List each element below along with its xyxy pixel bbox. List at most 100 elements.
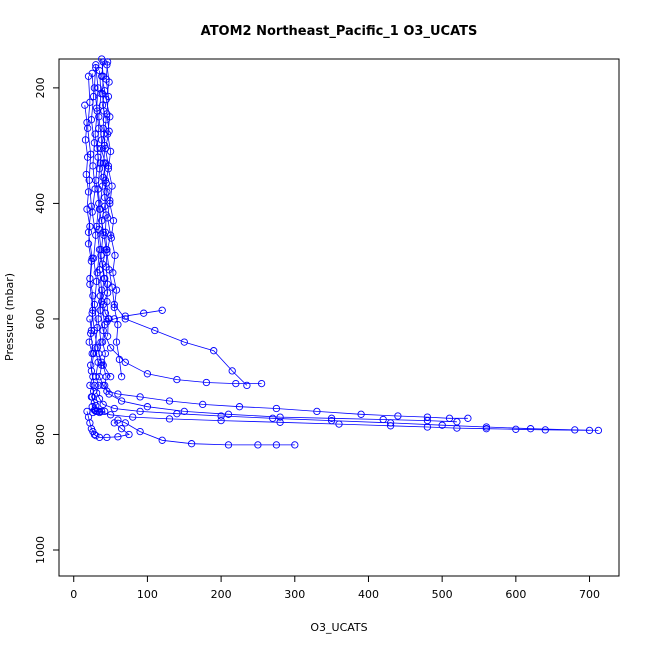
data-point [89, 92, 98, 101]
data-point [210, 347, 218, 355]
data-point [93, 344, 101, 352]
data-point [84, 188, 93, 196]
data-point [109, 269, 117, 277]
x-tick-label: 500 [432, 588, 453, 601]
data-point [106, 344, 115, 352]
data-point [180, 338, 188, 346]
data-point [232, 379, 240, 388]
series-layer [81, 55, 603, 449]
data-point [243, 381, 251, 390]
data-point [110, 404, 118, 413]
data-point [115, 355, 124, 364]
data-point [98, 90, 107, 98]
data-point [98, 407, 106, 416]
data-point [453, 424, 461, 432]
data-point [102, 211, 110, 219]
data-point [95, 225, 103, 234]
data-point [90, 84, 99, 92]
data-point [272, 441, 281, 449]
y-axis: 200 400 600 800 1000 [34, 77, 60, 564]
data-point [95, 433, 104, 442]
data-point [526, 425, 535, 433]
data-point [86, 274, 94, 283]
data-point [90, 381, 99, 390]
data-point [165, 397, 174, 405]
y-tick-label: 400 [34, 193, 47, 214]
data-point [151, 326, 159, 335]
data-point [111, 251, 119, 260]
data-point [173, 410, 181, 418]
data-point [100, 107, 108, 115]
data-point [83, 118, 91, 127]
data-point [85, 176, 93, 184]
data-point [202, 378, 211, 387]
data-point [106, 373, 115, 381]
data-point [114, 433, 122, 441]
data-point [87, 326, 96, 335]
data-point [96, 205, 104, 213]
data-point [84, 240, 93, 248]
series-line [93, 64, 468, 419]
data-point [104, 165, 113, 173]
data-point [269, 414, 277, 422]
y-tick-label: 600 [34, 308, 47, 329]
data-point [99, 124, 107, 132]
data-point [117, 373, 126, 381]
data-point [87, 361, 95, 369]
data-point [90, 399, 99, 407]
series-line [104, 61, 248, 386]
data-point [335, 420, 343, 428]
data-point [100, 159, 108, 167]
data-point [594, 426, 603, 435]
data-point [81, 101, 89, 109]
data-point [512, 425, 520, 433]
x-tick-label: 200 [211, 588, 232, 601]
data-point [423, 423, 432, 431]
data-point [98, 338, 107, 346]
data-point [93, 144, 101, 153]
data-point [82, 170, 90, 179]
series-12 [98, 55, 113, 340]
data-point [114, 416, 122, 424]
data-point [121, 315, 129, 323]
data-point [95, 165, 104, 173]
data-point [110, 315, 118, 323]
data-point [97, 245, 105, 254]
series-3 [90, 61, 472, 422]
data-point [103, 297, 111, 306]
y-tick-label: 200 [34, 77, 47, 98]
data-point [313, 407, 321, 416]
data-point [101, 228, 110, 236]
data-point [235, 403, 244, 411]
data-point [92, 431, 100, 440]
data-point [187, 440, 196, 448]
data-point [86, 280, 94, 288]
data-point [357, 410, 365, 418]
data-point [81, 136, 90, 144]
data-point [84, 72, 93, 80]
data-point [143, 370, 152, 378]
data-point [98, 297, 106, 306]
series-11 [102, 61, 126, 381]
series-4 [95, 66, 461, 426]
data-point [92, 104, 101, 112]
data-point [276, 418, 284, 426]
data-point [95, 381, 103, 390]
data-point [103, 280, 112, 288]
data-point [180, 407, 188, 416]
data-point [104, 315, 113, 323]
data-point [482, 425, 491, 433]
data-point [125, 430, 133, 439]
data-point [102, 373, 110, 381]
data-point [112, 286, 121, 294]
series-6 [84, 72, 594, 435]
plot-frame [58, 58, 620, 577]
data-point [199, 400, 207, 409]
data-point [254, 441, 262, 449]
data-point [438, 421, 446, 429]
data-point [86, 381, 94, 390]
data-point [110, 303, 118, 312]
data-point [106, 199, 114, 208]
x-axis: 0 100 200 300 400 500 600 700 [70, 575, 600, 601]
x-tick-label: 300 [284, 588, 305, 601]
